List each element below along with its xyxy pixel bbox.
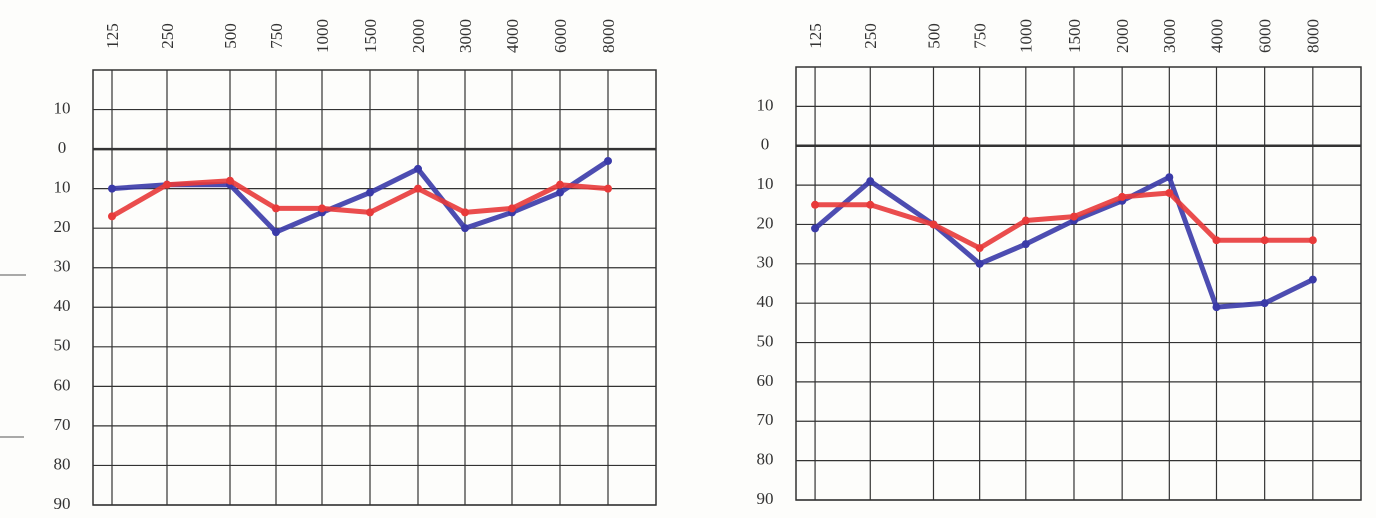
y-tick-label: 30 (757, 253, 774, 272)
frequency-label: 6000 (551, 19, 570, 53)
y-tick-label: 50 (757, 331, 774, 350)
data-point (108, 212, 116, 221)
y-tick-label: 90 (757, 489, 774, 508)
y-tick-label: 70 (54, 415, 71, 434)
grid-frame (92, 69, 657, 506)
data-point (366, 188, 374, 197)
frequency-label: 125 (806, 23, 825, 49)
frequency-label: 750 (971, 23, 990, 49)
data-point (811, 200, 820, 209)
y-tick-label: 20 (54, 217, 71, 236)
y-tick-label: 80 (757, 450, 774, 469)
grid-frame (795, 66, 1362, 501)
data-point (866, 200, 875, 209)
data-point (108, 184, 116, 193)
frequency-label: 1500 (361, 19, 380, 53)
data-point (366, 208, 374, 217)
y-tick-label: 50 (54, 336, 71, 355)
data-point (461, 224, 469, 233)
frequency-label: 1000 (1017, 19, 1036, 53)
y-tick-label: 0 (58, 138, 67, 157)
y-tick-label: 0 (761, 135, 770, 154)
data-point (508, 204, 516, 213)
data-point (1212, 303, 1221, 312)
frequency-label: 1500 (1065, 19, 1084, 53)
data-point (414, 164, 422, 173)
data-point (1212, 236, 1221, 245)
frequency-label: 500 (221, 23, 240, 49)
frequency-label: 4000 (503, 19, 522, 53)
frequency-label: 250 (158, 23, 177, 49)
y-tick-label: 40 (757, 292, 774, 311)
y-tick-label: 60 (757, 371, 774, 390)
y-tick-label: 10 (757, 95, 774, 114)
data-point (811, 224, 820, 233)
data-point (975, 259, 984, 268)
y-tick-label: 80 (54, 454, 71, 473)
data-point (1308, 275, 1317, 284)
frequency-label: 6000 (1256, 19, 1275, 53)
y-tick-label: 10 (757, 174, 774, 193)
data-point (1165, 188, 1174, 197)
y-tick-label: 90 (54, 494, 71, 513)
data-point (975, 244, 984, 253)
frequency-label: 250 (861, 23, 880, 49)
data-point (1308, 236, 1317, 245)
frequency-label: 8000 (1304, 19, 1323, 53)
frequency-label: 1000 (313, 19, 332, 53)
data-point (163, 180, 171, 189)
frequency-label: 125 (103, 23, 122, 49)
data-point (556, 180, 564, 189)
y-tick-label: 60 (54, 375, 71, 394)
y-tick-label: 10 (54, 98, 71, 117)
data-point (226, 176, 234, 185)
data-point (318, 204, 326, 213)
frequency-label: 3000 (456, 19, 475, 53)
frequency-label: 4000 (1207, 19, 1226, 53)
data-point (1021, 216, 1030, 225)
y-tick-label: 30 (54, 257, 71, 276)
data-point (929, 220, 938, 229)
frequency-label: 750 (267, 23, 286, 49)
data-point (1260, 299, 1269, 308)
data-point (272, 204, 280, 213)
data-point (1165, 173, 1174, 182)
data-point (272, 228, 280, 237)
data-point (1021, 240, 1030, 249)
data-point (414, 184, 422, 193)
hearing-line (812, 190, 1316, 251)
frequency-label: 500 (924, 23, 943, 49)
data-point (556, 188, 564, 197)
data-point (461, 208, 469, 217)
data-point (1260, 236, 1269, 245)
y-tick-label: 20 (757, 213, 774, 232)
frequency-label: 3000 (1160, 19, 1179, 53)
y-tick-label: 40 (54, 296, 71, 315)
y-tick-label: 70 (757, 410, 774, 429)
y-tick-label: 10 (54, 178, 71, 197)
frequency-label: 2000 (1113, 19, 1132, 53)
data-point (604, 184, 612, 193)
data-point (1118, 192, 1127, 201)
data-point (604, 156, 612, 165)
data-point (866, 177, 875, 186)
data-point (1069, 212, 1078, 221)
frequency-label: 8000 (599, 19, 618, 53)
frequency-label: 2000 (409, 19, 428, 53)
